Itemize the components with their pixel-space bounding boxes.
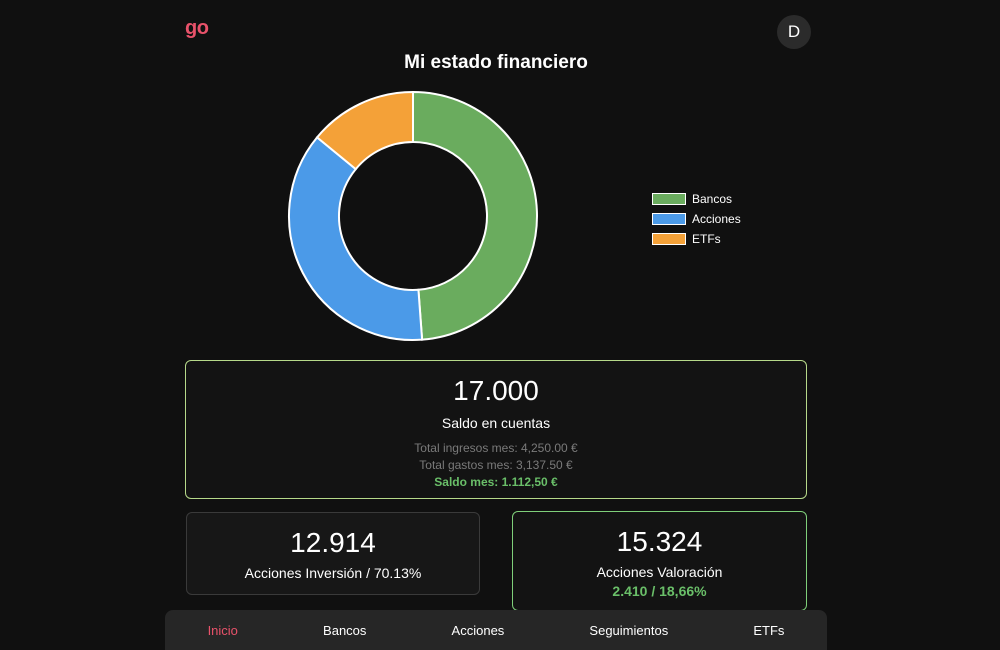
bottom-navigation: Inicio Bancos Acciones Seguimientos ETFs	[165, 610, 827, 650]
investment-value: 12.914	[290, 527, 376, 558]
legend-item-acciones[interactable]: Acciones	[652, 209, 741, 229]
monthly-income: Total ingresos mes: 4,250.00 €	[414, 441, 578, 455]
balance-value: 17.000	[453, 375, 539, 406]
portfolio-donut-chart	[288, 90, 539, 341]
legend-label: Bancos	[692, 192, 733, 206]
nav-item-seguimientos[interactable]: Seguimientos	[589, 623, 669, 638]
app-logo[interactable]: go	[185, 17, 209, 39]
valuation-value: 15.324	[616, 526, 703, 557]
valuation-label: Acciones Valoración	[596, 564, 723, 580]
balance-details: Total ingresos mes: 4,250.00 € Total gas…	[186, 440, 806, 491]
nav-item-inicio[interactable]: Inicio	[207, 623, 238, 638]
legend-item-bancos[interactable]: Bancos	[652, 189, 741, 209]
legend-swatch	[652, 193, 686, 205]
balance-card[interactable]: 17.000 Saldo en cuentas Total ingresos m…	[185, 360, 807, 499]
nav-item-etfs[interactable]: ETFs	[753, 623, 785, 638]
investment-label: Acciones Inversión / 70.13%	[244, 565, 422, 581]
chart-legend: Bancos Acciones ETFs	[652, 189, 741, 249]
donut-slice-acciones[interactable]	[288, 136, 424, 341]
balance-label: Saldo en cuentas	[441, 415, 551, 431]
donut-slice-bancos[interactable]	[412, 90, 539, 341]
nav-item-bancos[interactable]: Bancos	[323, 623, 367, 638]
valuation-card[interactable]: 15.324 Acciones Valoración 2.410 / 18,66…	[512, 511, 807, 611]
legend-swatch	[652, 233, 686, 245]
monthly-balance: Saldo mes: 1.112,50 €	[434, 475, 558, 489]
page-title: Mi estado financiero	[404, 52, 588, 73]
valuation-gain: 2.410 / 18,66%	[612, 583, 707, 599]
investment-card[interactable]: 12.914 Acciones Inversión / 70.13%	[186, 512, 480, 595]
user-avatar[interactable]: D	[777, 15, 811, 49]
legend-label: Acciones	[692, 212, 741, 226]
donut-slice-etfs[interactable]	[315, 90, 414, 171]
legend-swatch	[652, 213, 686, 225]
legend-label: ETFs	[692, 232, 721, 246]
legend-item-etfs[interactable]: ETFs	[652, 229, 741, 249]
monthly-expenses: Total gastos mes: 3,137.50 €	[419, 458, 573, 472]
nav-item-acciones[interactable]: Acciones	[451, 623, 505, 638]
